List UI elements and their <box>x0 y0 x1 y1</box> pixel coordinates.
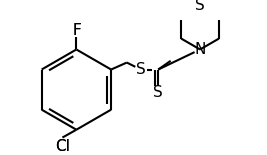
Text: F: F <box>72 23 81 38</box>
Text: Cl: Cl <box>55 139 70 154</box>
Text: S: S <box>195 0 205 13</box>
Text: Cl: Cl <box>55 139 70 154</box>
Text: N: N <box>194 42 206 57</box>
Text: S: S <box>153 85 163 100</box>
Text: F: F <box>72 23 81 38</box>
Text: S: S <box>136 62 146 77</box>
